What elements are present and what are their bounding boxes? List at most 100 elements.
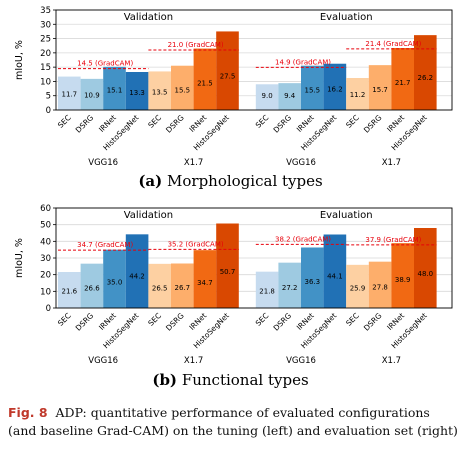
y-tick-label: 20: [40, 49, 51, 59]
bar-value-label: 27.5: [220, 73, 236, 81]
bar-value-label: 9.4: [284, 92, 296, 100]
group-label: VGG16: [88, 356, 118, 366]
x-tick-label: IRNet: [97, 311, 118, 332]
x-tick-label: DSRG: [164, 311, 186, 333]
bar: [80, 78, 104, 110]
subcaption-a-text: Morphological types: [167, 172, 323, 190]
gradcam-label: 21.0 (GradCAM): [168, 41, 224, 49]
bar-value-label: 9.0: [262, 92, 273, 100]
subcaption-a: (a) Morphological types: [0, 172, 461, 190]
bar-value-label: 44.1: [327, 273, 343, 281]
y-tick-label: 40: [40, 237, 51, 247]
bar-value-label: 21.8: [259, 287, 275, 295]
bar: [58, 272, 81, 308]
y-tick-label: 15: [40, 63, 51, 73]
bar-value-label: 13.3: [129, 89, 145, 97]
group-label: X1.7: [382, 158, 401, 168]
x-tick-label: IRNet: [295, 113, 316, 134]
x-tick-label: DSRG: [272, 311, 294, 333]
y-axis-label: mIoU, %: [14, 40, 25, 80]
y-tick-label: 0: [46, 106, 51, 116]
bar: [125, 72, 149, 110]
bar: [323, 63, 347, 110]
bar-value-label: 38.9: [395, 276, 411, 284]
chart-functional: 0 10 20 30 40 50 60 mIoU, % 21.6 SEC 26.6 DSRG 35.0 I…: [14, 204, 453, 366]
bar: [216, 31, 239, 110]
x-tick-label: SEC: [56, 113, 73, 130]
x-tick-label: IRNet: [385, 311, 406, 332]
figure-caption: Fig. 8 ADP: quantitative performance of …: [8, 404, 458, 440]
bar-value-label: 34.7: [197, 279, 213, 287]
subcaption-b: (b) Functional types: [0, 371, 461, 389]
bar: [80, 263, 104, 308]
figure-label: Fig. 8: [8, 405, 48, 420]
x-tick-label: SEC: [146, 311, 163, 328]
x-tick-label: IRNet: [295, 311, 316, 332]
x-tick-label: SEC: [146, 113, 163, 130]
plot-frame: [55, 9, 453, 111]
x-tick-label: DSRG: [272, 113, 294, 135]
bar-value-label: 26.7: [175, 284, 191, 292]
x-tick-label: SEC: [56, 311, 73, 328]
bar: [301, 65, 324, 110]
subcaption-a-label: (a): [138, 172, 163, 190]
subcaption-b-label: (b): [152, 371, 178, 389]
bar-value-label: 15.7: [372, 86, 388, 94]
bar: [103, 249, 126, 308]
group-label: VGG16: [286, 158, 316, 168]
y-tick-label: 0: [46, 304, 51, 314]
y-tick-label: 25: [40, 35, 51, 45]
panel-title: Validation: [124, 12, 173, 23]
bar-value-label: 10.9: [84, 92, 100, 100]
x-tick-label: IRNet: [187, 311, 208, 332]
bar-value-label: 16.2: [327, 85, 343, 93]
bar: [414, 228, 437, 308]
bar-value-label: 11.2: [350, 91, 366, 99]
y-tick-label: 30: [40, 20, 51, 30]
bar: [323, 234, 347, 308]
bar: [171, 65, 194, 110]
bar-value-label: 26.2: [418, 74, 434, 82]
y-tick-label: 50: [40, 221, 51, 231]
bar-value-label: 15.1: [107, 87, 123, 95]
x-tick-label: IRNet: [187, 113, 208, 134]
bar-value-label: 27.2: [282, 284, 298, 292]
y-tick-label: 35: [40, 6, 51, 16]
bar: [346, 264, 369, 308]
gradcam-label: 14.9 (GradCAM): [275, 58, 331, 66]
bar: [278, 83, 301, 110]
x-tick-label: DSRG: [362, 311, 384, 333]
bar-value-label: 44.2: [129, 273, 145, 281]
bar-value-label: 48.0: [418, 270, 434, 278]
figure-caption-text: ADP: quantitative performance of evaluat…: [8, 405, 458, 438]
bar: [125, 234, 149, 308]
bar: [193, 48, 217, 110]
gradcam-label: 14.5 (GradCAM): [77, 60, 133, 68]
bar-value-label: 36.3: [305, 278, 321, 286]
bar: [391, 243, 414, 308]
panel-title: Validation: [124, 210, 173, 221]
bar-value-label: 11.7: [62, 91, 78, 99]
bar-value-label: 21.6: [62, 288, 78, 296]
bar: [346, 78, 369, 110]
x-tick-label: IRNet: [97, 113, 118, 134]
bar: [171, 263, 194, 308]
x-tick-label: SEC: [254, 311, 271, 328]
x-tick-label: SEC: [344, 311, 361, 328]
bar: [391, 48, 414, 110]
panel-title: Evaluation: [320, 210, 373, 221]
y-tick-label: 20: [40, 271, 51, 281]
bar: [301, 247, 324, 308]
bar: [58, 76, 81, 110]
bar-value-label: 27.8: [372, 283, 388, 291]
y-tick-label: 60: [40, 204, 51, 214]
bar-value-label: 50.7: [220, 268, 236, 276]
bar: [414, 35, 437, 111]
bar-value-label: 26.6: [84, 284, 100, 292]
bar-value-label: 26.5: [152, 284, 168, 292]
bar-value-label: 21.7: [395, 79, 411, 87]
x-tick-label: DSRG: [74, 113, 96, 135]
gradcam-label: 35.2 (GradCAM): [168, 240, 224, 248]
group-label: X1.7: [184, 356, 203, 366]
x-tick-label: IRNet: [385, 113, 406, 134]
